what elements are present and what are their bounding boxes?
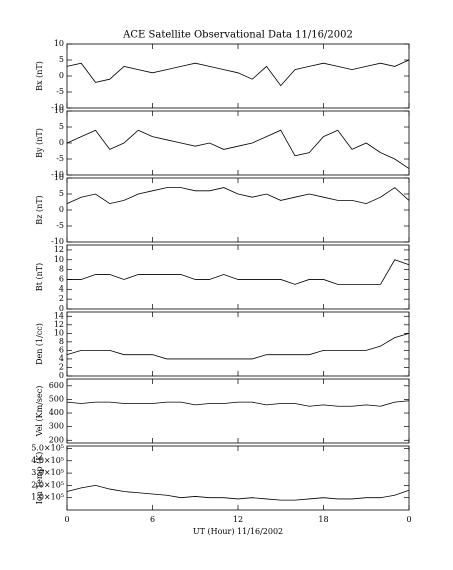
y-tick-label: 0 xyxy=(59,138,64,147)
panel-frame xyxy=(66,378,410,444)
data-line xyxy=(66,187,410,205)
y-tick-label: 10 xyxy=(54,328,64,337)
y-axis-label: Bx (nT) xyxy=(35,61,44,91)
panel-frame xyxy=(66,177,410,243)
y-tick-label: -10 xyxy=(51,103,64,112)
y-tick-label: 10 xyxy=(54,173,64,182)
y-tick-label: 5.0×10⁵ xyxy=(31,443,64,452)
x-tick-label: 0 xyxy=(406,515,411,524)
y-axis-label: Den (1/cc) xyxy=(35,323,44,365)
data-line xyxy=(66,400,410,407)
y-tick-label: 1.0×10⁵ xyxy=(31,493,64,502)
y-tick-label: 600 xyxy=(49,381,64,390)
y-tick-label: 5 xyxy=(59,189,64,198)
y-tick-label: 2.0×10⁵ xyxy=(31,480,64,489)
x-axis-label: UT (Hour) 11/16/2002 xyxy=(193,527,283,536)
y-axis-label: By (nT) xyxy=(35,128,44,158)
chart-title: ACE Satellite Observational Data 11/16/2… xyxy=(122,30,353,41)
y-tick-label: 0 xyxy=(59,371,64,380)
data-line xyxy=(66,59,410,87)
y-tick-label: 6 xyxy=(59,345,64,354)
data-line xyxy=(66,484,410,501)
x-tick-label: 0 xyxy=(64,515,69,524)
y-axis-label: Bz (nT) xyxy=(35,195,44,224)
y-axis-label: Bt (nT) xyxy=(35,263,44,291)
y-tick-label: 8 xyxy=(59,337,64,346)
y-tick-label: 10 xyxy=(54,106,64,115)
panel-frame xyxy=(66,311,410,377)
panel-frame xyxy=(66,43,410,109)
y-tick-label: 8 xyxy=(59,265,64,274)
y-tick-label: -5 xyxy=(56,87,64,96)
y-tick-label: 10 xyxy=(54,255,64,264)
y-tick-label: 5 xyxy=(59,122,64,131)
y-tick-label: 300 xyxy=(49,422,64,431)
data-line xyxy=(66,332,410,360)
panel-frame xyxy=(66,110,410,176)
y-tick-label: 3.0×10⁵ xyxy=(31,468,64,477)
y-tick-label: 5 xyxy=(59,55,64,64)
y-tick-label: 4 xyxy=(59,354,64,363)
y-tick-label: 0 xyxy=(59,304,64,313)
y-tick-label: 10 xyxy=(54,39,64,48)
y-tick-label: 4 xyxy=(59,284,64,293)
y-axis-label: Vel (Km/sec) xyxy=(35,386,44,438)
y-tick-label: 2 xyxy=(59,362,64,371)
y-tick-label: 14 xyxy=(54,311,64,320)
y-tick-label: 0 xyxy=(59,71,64,80)
y-tick-label: -10 xyxy=(51,237,64,246)
x-tick-label: 12 xyxy=(233,515,243,524)
y-tick-label: -5 xyxy=(56,221,64,230)
y-tick-label: 12 xyxy=(54,245,64,254)
y-tick-label: -10 xyxy=(51,170,64,179)
y-tick-label: 12 xyxy=(54,320,64,329)
y-tick-label: 500 xyxy=(49,394,64,403)
data-line xyxy=(67,259,410,285)
y-tick-label: 6 xyxy=(59,274,64,283)
data-line xyxy=(66,129,410,169)
panel-frame xyxy=(66,244,410,310)
y-tick-label: 0 xyxy=(59,205,64,214)
y-tick-label: 2 xyxy=(59,294,64,303)
panel-frame xyxy=(66,445,410,511)
x-tick-label: 18 xyxy=(318,515,328,524)
y-axis-label: Ion Temp (K) xyxy=(35,452,44,505)
y-tick-label: 400 xyxy=(49,408,64,417)
x-tick-label: 6 xyxy=(150,515,155,524)
y-tick-label: -5 xyxy=(56,154,64,163)
y-tick-label: 200 xyxy=(49,435,64,444)
y-tick-label: 4.0×10⁵ xyxy=(31,456,64,465)
